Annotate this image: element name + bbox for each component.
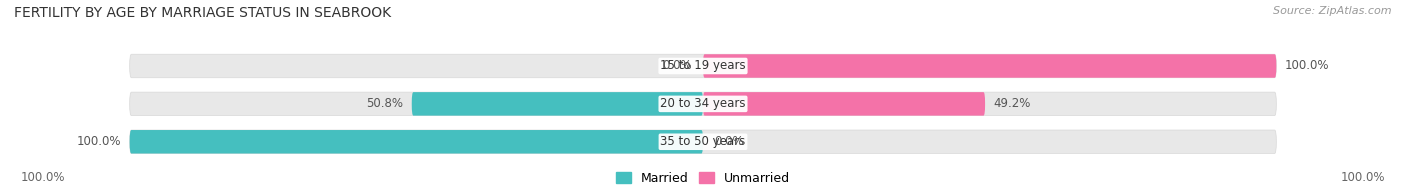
Text: Source: ZipAtlas.com: Source: ZipAtlas.com [1274,6,1392,16]
Text: 15 to 19 years: 15 to 19 years [661,60,745,73]
FancyBboxPatch shape [129,130,1277,153]
FancyBboxPatch shape [129,130,703,153]
FancyBboxPatch shape [703,92,986,116]
FancyBboxPatch shape [129,92,1277,116]
Text: 49.2%: 49.2% [994,97,1031,110]
Text: 35 to 50 years: 35 to 50 years [661,135,745,148]
Text: 100.0%: 100.0% [76,135,121,148]
Legend: Married, Unmarried: Married, Unmarried [612,167,794,190]
Text: FERTILITY BY AGE BY MARRIAGE STATUS IN SEABROOK: FERTILITY BY AGE BY MARRIAGE STATUS IN S… [14,6,391,20]
FancyBboxPatch shape [129,54,1277,78]
Text: 50.8%: 50.8% [366,97,404,110]
Text: 100.0%: 100.0% [21,171,66,184]
Text: 100.0%: 100.0% [1285,60,1330,73]
FancyBboxPatch shape [703,54,1277,78]
FancyBboxPatch shape [412,92,703,116]
Text: 0.0%: 0.0% [714,135,744,148]
Text: 0.0%: 0.0% [662,60,692,73]
Text: 100.0%: 100.0% [1340,171,1385,184]
Text: 20 to 34 years: 20 to 34 years [661,97,745,110]
